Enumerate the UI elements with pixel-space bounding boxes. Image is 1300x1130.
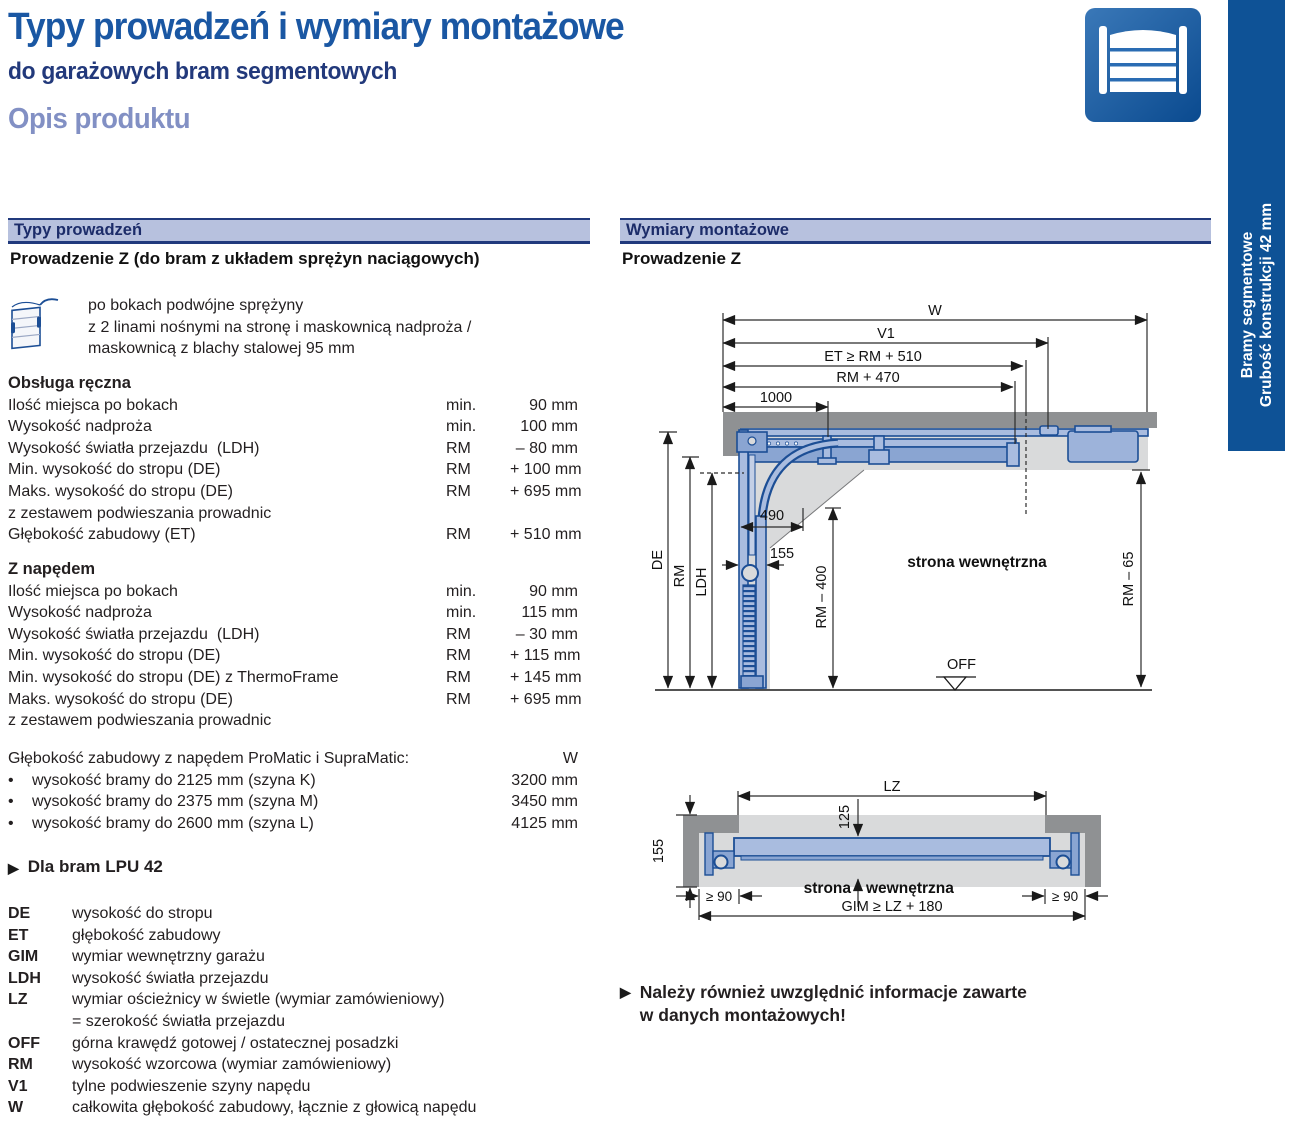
legend-row: LDH wysokość światła przejazdu xyxy=(8,969,269,987)
legend-row: LZ wymiar ościeżnicy w świetle (wymiar za… xyxy=(8,991,445,1009)
dim-label-rm: RM xyxy=(672,565,688,588)
dim-label-lz: LZ xyxy=(884,779,901,795)
table-row: Ilość miejsca po bokach min. 90 mm xyxy=(8,396,578,414)
manual-operation-table: Obsługa ręczna Ilość miejsca po bokach mi… xyxy=(8,373,582,546)
track-z-subheading: Prowadzenie Z (do bram z układem sprężyn… xyxy=(10,249,480,268)
table-row: Głębokość zabudowy z napędem ProMatic i … xyxy=(8,748,578,770)
legend-row: ET głębokość zabudowy xyxy=(8,926,221,944)
dim-label-v1: V1 xyxy=(877,326,895,342)
description-line: z 2 linami nośnymi na stronę i maskownic… xyxy=(88,318,472,336)
track-z-description: po bokach podwójne sprężyny z 2 linami n… xyxy=(88,295,471,360)
dim-label-ge90-left: ≥ 90 xyxy=(706,889,732,904)
dim-label-rm65: RM – 65 xyxy=(1121,552,1137,607)
edge-tab-line1: Bramy segmentowe xyxy=(1238,231,1256,379)
bullet-icon: • xyxy=(8,771,14,789)
dim-label-155-plan: 155 xyxy=(651,839,667,863)
page-title: Typy prowadzeń i wymiary montażowe xyxy=(8,6,625,48)
cable-roller xyxy=(741,564,759,582)
table-row: Ilość miejsca po bokach min. 90 mm xyxy=(8,582,578,600)
table-row: Maks. wysokość do stropu (DE) RM + 695 mm xyxy=(8,482,582,500)
section-header-mounting-dimensions: Wymiary montażowe xyxy=(620,218,1211,244)
dim-label-de: DE xyxy=(650,550,666,570)
table-row: Min. wysokość do stropu (DE) RM + 100 mm xyxy=(8,461,582,479)
dim-label-rm400: RM – 400 xyxy=(814,566,830,629)
dim-label-490: 490 xyxy=(760,508,784,524)
mounting-z-subheading: Prowadzenie Z xyxy=(622,249,742,268)
table-row: • wysokość bramy do 2375 mm (szyna M) 3450… xyxy=(8,791,578,813)
table-row: z zestawem podwieszania prowadnic xyxy=(8,712,272,730)
lpu42-note: ▶ Dla bram LPU 42 xyxy=(8,857,163,879)
table-row: Wysokość nadproża min. 115 mm xyxy=(8,604,578,622)
operator-depth-table: Głębokość zabudowy z napędem ProMatic i … xyxy=(8,748,578,834)
edge-tab: Bramy segmentowe Grubość konstrukcji 42 … xyxy=(1228,0,1285,451)
inside-label: strona wewnętrzna xyxy=(907,554,1047,571)
plan-dimension-lines xyxy=(676,790,1108,922)
legend-row: = szerokość światła przejazdu xyxy=(72,1012,285,1030)
description-line: po bokach podwójne sprężyny xyxy=(88,297,304,314)
description-line: maskownicą z blachy stalowej 95 mm xyxy=(88,340,355,357)
table-row: Min. wysokość do stropu (DE) RM + 115 mm xyxy=(8,647,581,665)
powered-operation-table: Z napędem Ilość miejsca po bokach min. 90 … xyxy=(8,559,582,732)
table-row: z zestawem podwieszania prowadnic xyxy=(8,504,272,522)
inside-label-b: wewnętrzna xyxy=(865,880,954,897)
table-row: Min. wysokość do stropu (DE) z ThermoFra… xyxy=(8,668,582,686)
dim-label-125: 125 xyxy=(837,805,853,829)
pointer-triangle-icon: ▶ xyxy=(8,860,19,876)
edge-tab-line2: Grubość konstrukcji 42 mm xyxy=(1257,202,1275,408)
table-row: Maks. wysokość do stropu (DE) RM + 695 mm xyxy=(8,690,582,708)
legend-row: OFF górna krawędź gotowej / ostatecznej p… xyxy=(8,1034,399,1052)
mounting-data-note: ▶ Należy również uwzględnić informacje z… xyxy=(620,981,1027,1027)
dim-label-et: ET ≥ RM + 510 xyxy=(824,349,922,365)
dim-label-gim: GIM ≥ LZ + 180 xyxy=(841,899,942,915)
dimension-lines-interior xyxy=(722,469,1150,689)
table-row: Wysokość światła przejazdu (LDH) RM – 80 m… xyxy=(8,439,578,457)
section-title: Opis produktu xyxy=(8,103,191,135)
plan-door-panel xyxy=(704,832,1080,876)
dimension-lines-top xyxy=(722,313,1148,517)
v1-suspension-clip xyxy=(1039,425,1059,436)
legend-row: RM wysokość wzorcowa (wymiar zamówieniowy… xyxy=(8,1056,392,1074)
mounting-data-note-text: Należy również uwzględnić informacje zaw… xyxy=(639,982,1027,1025)
inside-label-a: strona xyxy=(804,880,852,897)
spring-track-sketch-icon xyxy=(11,298,59,350)
sectional-door-icon xyxy=(1085,8,1201,122)
dim-label-ldh: LDH xyxy=(694,567,710,596)
tension-spring xyxy=(742,584,756,677)
legend-row: V1 tylne podwieszenie szyny napędu xyxy=(8,1077,311,1095)
operator-head xyxy=(1067,430,1139,463)
manual-heading: Obsługa ręczna xyxy=(8,374,131,392)
table-row: • wysokość bramy do 2125 mm (szyna K) 3200… xyxy=(8,770,578,792)
section-header-track-types: Typy prowadzeń xyxy=(8,218,590,244)
track-curve xyxy=(757,438,839,519)
powered-heading: Z napędem xyxy=(8,560,96,578)
track-assembly xyxy=(740,425,1149,467)
bullet-icon: • xyxy=(8,793,14,811)
dimension-lines-left xyxy=(659,431,744,689)
side-frame-with-spring xyxy=(736,429,768,689)
bullet-icon: • xyxy=(8,814,14,832)
table-row: Głębokość zabudowy (ET) RM + 510 mm xyxy=(8,526,582,544)
plan-section-drawing: LZ 125 155 ≥ 90 ≥ 90 strona wewnętrzna G… xyxy=(651,779,1108,922)
pointer-triangle-icon: ▶ xyxy=(620,984,631,1000)
table-row: Wysokość nadproża min. 100 mm xyxy=(8,418,578,436)
dim-label-ge90-right: ≥ 90 xyxy=(1052,889,1078,904)
dim-label-rm470: RM + 470 xyxy=(836,370,899,386)
column-header-w: W xyxy=(562,750,578,767)
dim-label-off: OFF xyxy=(947,657,976,673)
page-subtitle: do garażowych bram segmentowych xyxy=(8,58,398,85)
table-row: • wysokość bramy do 2600 mm (szyna L) 4125… xyxy=(8,813,578,835)
dim-label-1000: 1000 xyxy=(760,390,792,406)
lpu42-note-text: Dla bram LPU 42 xyxy=(27,857,163,876)
dim-label-155: 155 xyxy=(770,546,794,562)
off-floor-level-symbol: OFF xyxy=(936,657,976,692)
edge-tab-text: Bramy segmentowe Grubość konstrukcji 42 … xyxy=(1238,203,1276,407)
side-section-drawing: W V1 ET ≥ RM + 510 RM + 470 1000 DE RM L… xyxy=(650,303,1157,692)
table-row: Wysokość światła przejazdu (LDH) RM – 30 m… xyxy=(8,625,578,643)
dim-label-w: W xyxy=(928,303,942,319)
legend-row: DE wysokość do stropu xyxy=(8,905,213,922)
legend-row: GIM wymiar wewnętrzny garażu xyxy=(8,948,265,966)
abbreviation-legend: DE wysokość do stropu ET głębokość zabudow… xyxy=(8,903,598,1119)
